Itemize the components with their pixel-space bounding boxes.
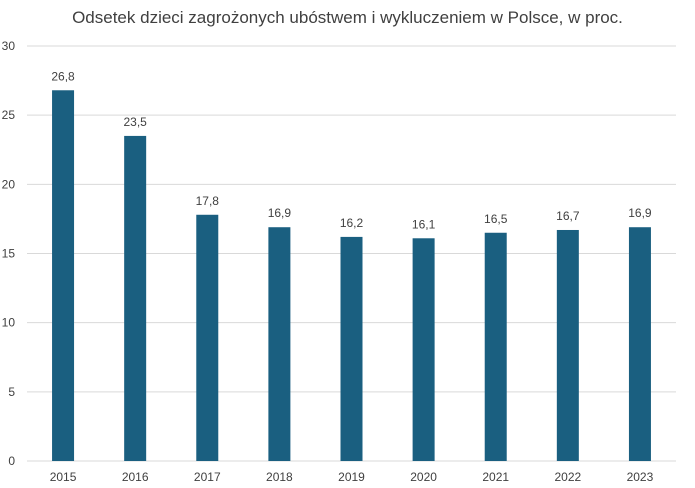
x-tick-label-2017: 2017: [194, 470, 221, 484]
data-labels: 26,8 23,5 17,8 16,9 16,2 16,1 16,5 16,7 16,9: [51, 69, 652, 231]
bar-2015: [52, 90, 75, 462]
y-tick-label: 5: [8, 385, 15, 399]
data-label-2022: 16,7: [556, 209, 580, 223]
bar-2021: [484, 232, 507, 461]
chart-title: Odsetek dzieci zagrożonych ubóstwem i wy…: [72, 8, 623, 27]
y-tick-label: 10: [2, 316, 16, 330]
x-tick-label-2021: 2021: [482, 470, 509, 484]
y-tick-label: 0: [8, 454, 15, 468]
bar-2016: [124, 135, 147, 461]
bars: [52, 90, 651, 462]
x-tick-label-2020: 2020: [410, 470, 437, 484]
x-tick-label-2019: 2019: [338, 470, 365, 484]
y-tick-label: 20: [2, 177, 16, 191]
x-tick-label-2022: 2022: [554, 470, 581, 484]
bar-2018: [268, 227, 291, 461]
data-label-2016: 23,5: [123, 115, 147, 129]
bar-2022: [556, 229, 579, 461]
bar-2017: [196, 214, 219, 461]
data-label-2019: 16,2: [340, 216, 364, 230]
data-label-2017: 17,8: [196, 194, 220, 208]
y-tick-label: 30: [2, 39, 16, 53]
bar-2019: [340, 236, 363, 461]
bar-2023: [628, 227, 651, 461]
x-tick-label-2015: 2015: [50, 470, 77, 484]
data-label-2023: 16,9: [628, 206, 652, 220]
x-tick-label-2023: 2023: [627, 470, 654, 484]
data-label-2015: 26,8: [51, 69, 75, 83]
x-tick-label-2016: 2016: [122, 470, 149, 484]
bar-2020: [412, 238, 435, 461]
y-tick-label: 15: [2, 247, 16, 261]
x-tick-label-2018: 2018: [266, 470, 293, 484]
data-label-2021: 16,5: [484, 212, 508, 226]
x-axis-ticks: 2015 2016 2017 2018 2019 2020 2021 2022 2023: [50, 470, 654, 484]
y-tick-label: 25: [2, 108, 16, 122]
data-label-2020: 16,1: [412, 217, 436, 231]
data-label-2018: 16,9: [268, 206, 292, 220]
y-axis-ticks: 0 5 10 15 20 25 30: [2, 39, 16, 468]
